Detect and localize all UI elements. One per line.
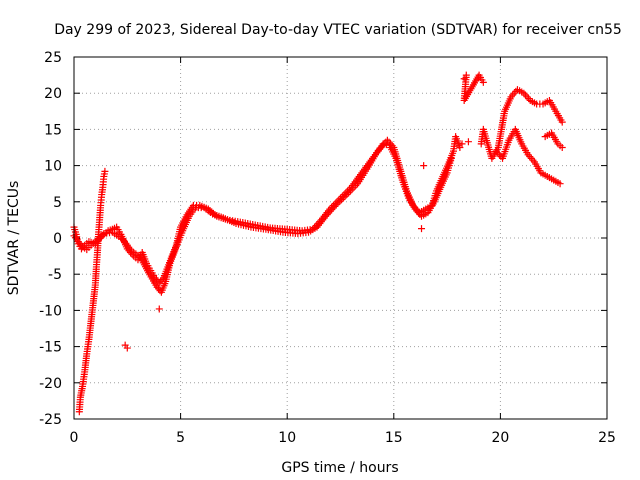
data-point [325, 209, 333, 217]
data-point [322, 212, 330, 220]
data-point [512, 87, 520, 95]
series-trace-d [458, 71, 566, 188]
data-point [418, 225, 426, 233]
series-trace-a [70, 133, 464, 287]
data-point [331, 202, 339, 210]
data-point [98, 231, 106, 239]
data-point [479, 78, 487, 86]
data-layer [70, 71, 566, 416]
data-point [558, 118, 566, 126]
data-point [93, 236, 101, 244]
x-axis-label: GPS time / hours [281, 460, 398, 476]
data-point [329, 204, 337, 212]
y-tick-label: 20 [44, 86, 62, 102]
data-point [527, 154, 535, 162]
data-point [379, 140, 387, 148]
data-point [326, 207, 334, 215]
x-tick-label: 15 [385, 430, 403, 446]
data-point [155, 305, 163, 313]
series-trace-c [75, 167, 109, 416]
plot-frame [73, 56, 608, 420]
y-tick-label: 15 [44, 122, 62, 138]
x-tick-label: 25 [598, 430, 616, 446]
data-point [323, 211, 331, 219]
x-tick-label: 5 [176, 430, 185, 446]
data-point [123, 344, 131, 352]
data-point [558, 144, 566, 151]
x-tick-label: 20 [491, 430, 509, 446]
data-point [456, 144, 464, 151]
x-tick-label: 0 [70, 430, 79, 446]
data-point [77, 241, 85, 249]
data-point [523, 93, 531, 101]
data-point [382, 141, 390, 149]
x-tick-label: 10 [278, 430, 296, 446]
data-point [420, 162, 428, 170]
y-tick-label: 0 [53, 231, 62, 247]
data-point [464, 138, 472, 146]
chart-title: Day 299 of 2023, Sidereal Day-to-day VTE… [54, 22, 622, 38]
series-trace-b [70, 140, 455, 296]
y-axis-label: SDTVAR / TECUs [6, 181, 22, 296]
y-tick-label: 10 [44, 159, 62, 175]
data-point [447, 154, 455, 162]
series-outliers [121, 138, 472, 352]
data-point [556, 180, 564, 188]
y-tick-label: -10 [39, 303, 62, 319]
data-point [328, 206, 336, 214]
data-point [101, 167, 109, 175]
y-tick-label: -25 [39, 412, 62, 428]
y-tick-label: -20 [39, 376, 62, 392]
y-tick-label: 25 [44, 50, 62, 66]
data-point [458, 140, 466, 148]
grid [74, 57, 607, 419]
y-tick-label: -15 [39, 340, 62, 356]
axis-ticks: 0 5 10 15 20 25 -25 -20 -15 -10 -5 0 5 10 15 20 25 [39, 50, 616, 446]
y-tick-label: 5 [53, 195, 62, 211]
y-tick-label: -5 [48, 267, 62, 283]
